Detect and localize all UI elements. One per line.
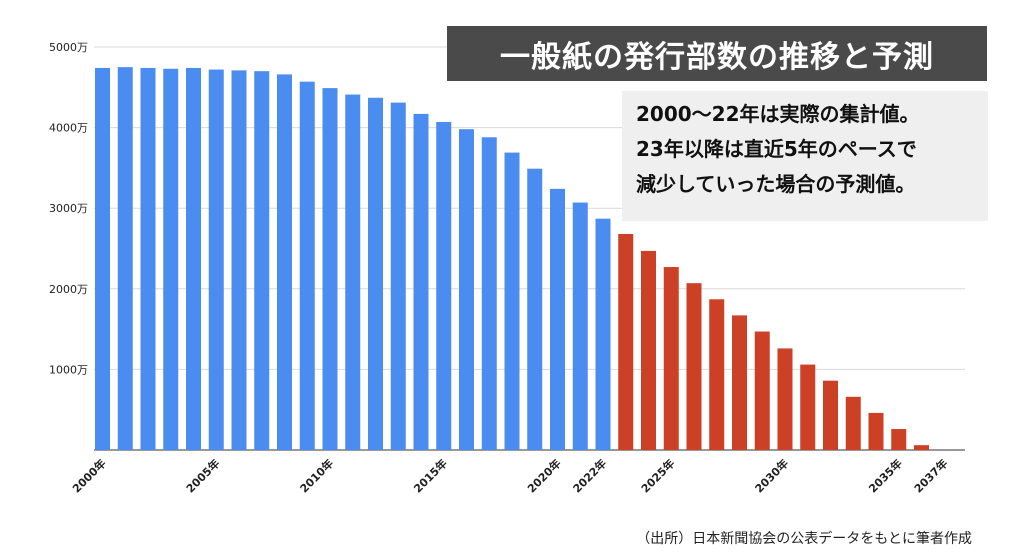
x-tick-label: 2037年 [911, 456, 950, 495]
bar [777, 348, 793, 450]
x-tick-label: 2000年 [69, 456, 108, 495]
y-tick-label: 1000万 [49, 363, 88, 376]
bar [663, 267, 679, 450]
x-tick-label: 2025年 [638, 456, 677, 495]
y-tick-label: 4000万 [49, 122, 88, 135]
annotation-line-1: 2000〜22年は実際の集計値。 [636, 102, 920, 126]
bar [140, 67, 156, 451]
chart-title: 一般紙の発行部数の推移と予測 [447, 26, 987, 81]
bar [754, 331, 770, 450]
bar [254, 71, 270, 451]
bar [117, 67, 133, 451]
bar [390, 102, 406, 450]
x-tick-label: 2010年 [297, 456, 336, 495]
bar [413, 113, 429, 450]
chart-annotation: 2000〜22年は実際の集計値。 23年以降は直近5年のペースで 減少していった… [622, 91, 988, 221]
x-tick-label: 2030年 [752, 456, 791, 495]
x-tick-label: 2035年 [866, 456, 905, 495]
bar [641, 250, 656, 450]
bar [299, 81, 315, 451]
bar [868, 412, 884, 450]
bar [550, 188, 565, 450]
bar [95, 67, 110, 451]
bar [345, 94, 361, 450]
source-note: （出所）日本新聞協会の公表データをもとに筆者作成 [636, 531, 972, 547]
bar [481, 137, 497, 450]
annotation-line-2: 23年以降は直近5年のペースで [636, 137, 917, 161]
bars [95, 67, 929, 451]
y-tick-label: 5000万 [49, 41, 88, 54]
x-tick-label: 2020年 [524, 456, 563, 495]
bar [527, 168, 543, 450]
y-tick-label: 3000万 [49, 202, 88, 215]
bar [186, 67, 201, 451]
bar [823, 380, 838, 450]
bar [572, 202, 588, 450]
bar [504, 152, 520, 450]
bar [845, 396, 861, 450]
bar [618, 233, 634, 450]
x-tick-label: 2022年 [570, 456, 609, 495]
annotation-line-3: 減少していった場合の予測値。 [636, 172, 916, 196]
bar [732, 315, 747, 450]
y-tick-label: 2000万 [49, 283, 88, 296]
x-axis: 2000年 2005年 2010年 2015年 2020年 2022年 2025年 2030年… [69, 456, 950, 495]
bar [709, 299, 725, 450]
bar [208, 69, 224, 451]
bar [891, 429, 907, 450]
bar [322, 88, 338, 450]
bar [800, 364, 816, 450]
bar [436, 121, 452, 450]
x-tick-label: 2015年 [411, 456, 450, 495]
bar [163, 68, 179, 451]
bar [277, 74, 292, 451]
bar [368, 97, 383, 450]
bar [459, 129, 474, 450]
bar [595, 218, 611, 450]
y-axis: 5000万 4000万 3000万 2000万 1000万 [49, 41, 88, 376]
bar [686, 283, 702, 450]
x-tick-label: 2005年 [183, 456, 222, 495]
bar [231, 70, 247, 451]
bar [914, 445, 929, 450]
